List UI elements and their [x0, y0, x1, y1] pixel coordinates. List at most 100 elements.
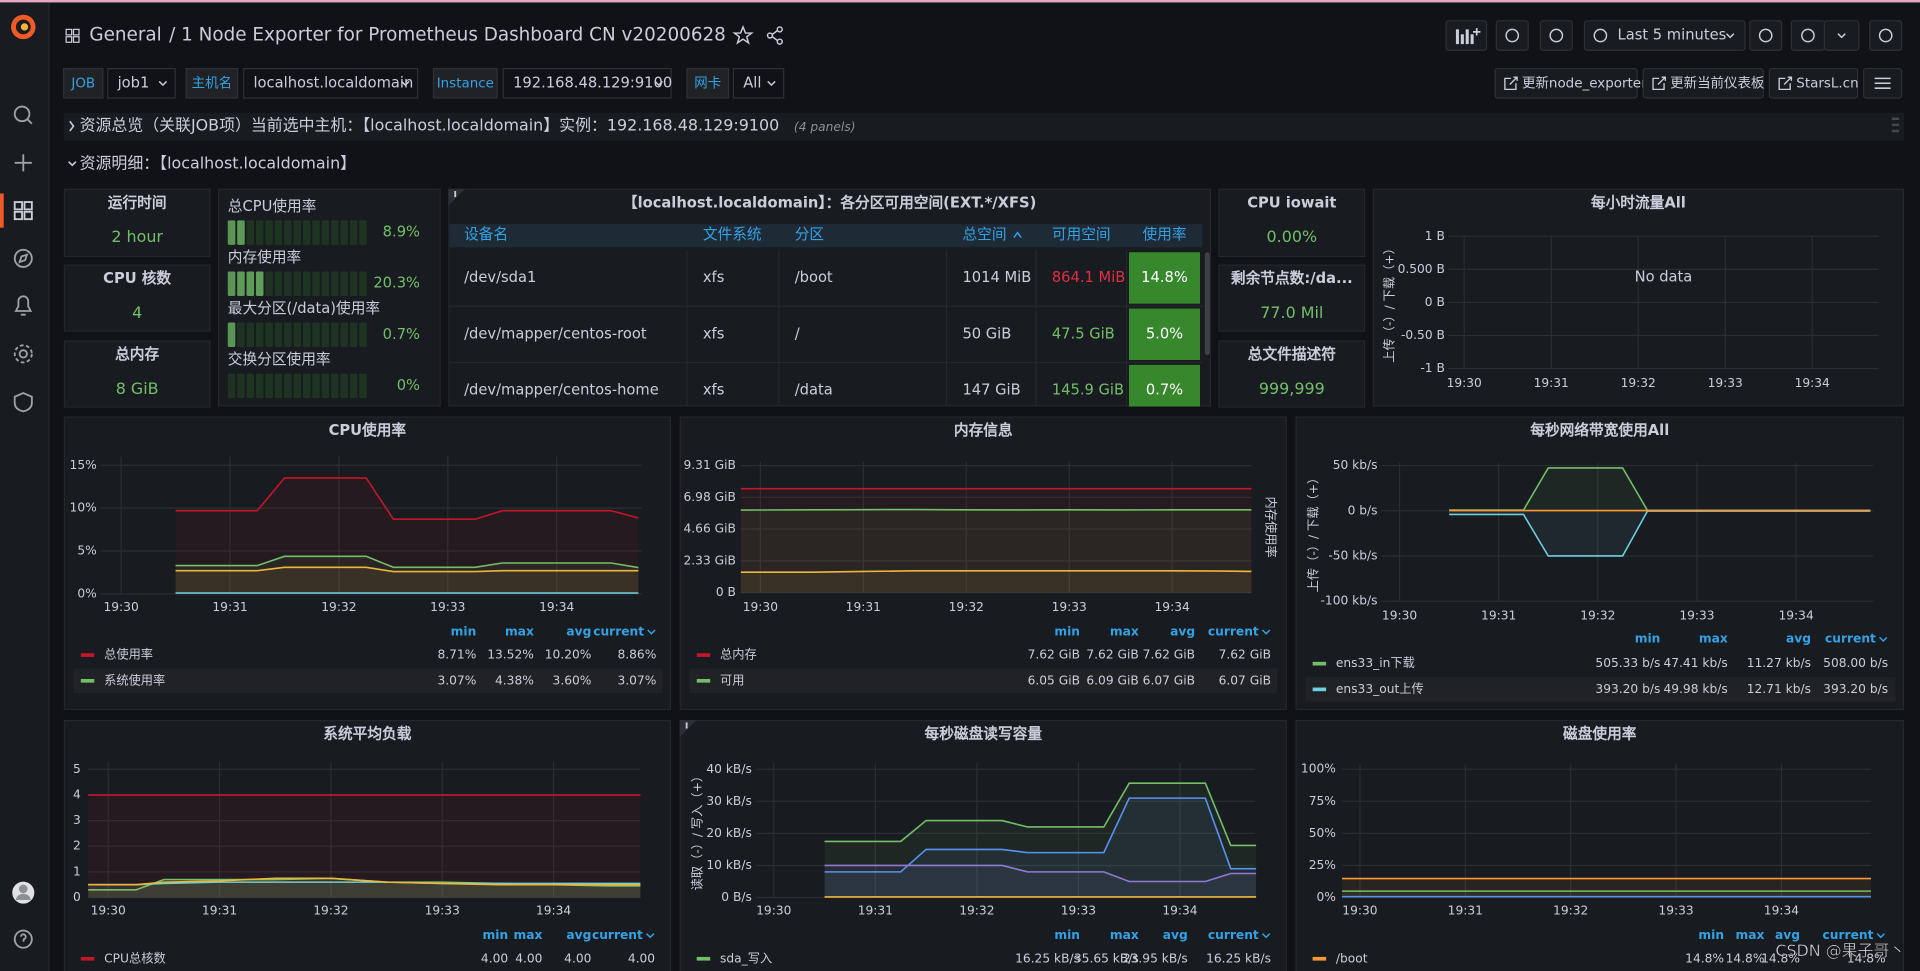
legend-column-header[interactable]: current [1825, 632, 1876, 646]
column-header[interactable]: 设备名 [464, 226, 508, 243]
tv-mode-button[interactable] [1869, 20, 1903, 51]
dashboard-link[interactable]: 更新node_exporter [1494, 67, 1647, 99]
search-icon[interactable] [13, 105, 33, 125]
chart-panel: 每秒网络带宽使用All -100 kb/s -50 kb/s 0 b/s 50 kb/s… [1295, 416, 1905, 711]
row-title: 资源明细：【localhost.localdomain】 [80, 154, 356, 173]
column-header[interactable]: 分区 [795, 226, 824, 243]
x-tick-label: 19:30 [1447, 376, 1482, 390]
legend-name[interactable]: ens33_in下载 [1336, 656, 1415, 670]
x-tick-label: 19:34 [1155, 600, 1190, 614]
column-header[interactable]: 使用率 [1142, 226, 1186, 243]
series-line [824, 782, 1257, 847]
table-cell: 1014 MiB [962, 269, 1031, 286]
legend-name[interactable]: sda_写入 [720, 951, 772, 965]
legend-name[interactable]: ens33_out上传 [1336, 681, 1424, 696]
legend-column-header[interactable]: max [1110, 624, 1139, 638]
legend-column-header[interactable]: current [1208, 624, 1259, 638]
time-picker[interactable]: Last 5 minutes [1583, 20, 1746, 51]
legend-name[interactable]: 系统使用率 [104, 672, 165, 687]
legend-column-header[interactable]: current [1823, 928, 1874, 942]
refresh-button[interactable] [1790, 20, 1826, 51]
user-avatar[interactable] [12, 881, 35, 904]
legend-column-header[interactable]: min [1635, 632, 1661, 646]
config-icon[interactable] [13, 344, 33, 364]
table-cell: /data [795, 382, 833, 399]
series-line [740, 508, 1252, 511]
series-area [175, 556, 639, 594]
gauge-label: 最大分区(/data)使用率 [228, 300, 380, 317]
row-header[interactable]: 资源明细：【localhost.localdomain】 [68, 154, 357, 173]
legend-stat: 3.07% [437, 673, 476, 687]
settings-button[interactable] [1539, 20, 1573, 51]
legend-column-header[interactable]: current [592, 928, 643, 942]
links-menu-button[interactable] [1863, 67, 1903, 99]
legend-column-header[interactable]: max [1736, 928, 1765, 942]
x-tick-label: 19:32 [1621, 376, 1656, 390]
x-tick-label: 19:33 [1052, 600, 1087, 614]
row-header[interactable]: 资源总览（关联JOB项）当前选中主机：【localhost.localdomai… [63, 112, 1905, 141]
help-icon[interactable] [13, 929, 33, 949]
legend-column-header[interactable]: min [1698, 928, 1724, 942]
admin-icon[interactable] [13, 392, 33, 413]
legend-name[interactable]: 总内存 [720, 648, 757, 662]
alerting-icon[interactable] [14, 295, 33, 316]
info-corner [448, 188, 466, 206]
refresh-interval-button[interactable] [1823, 20, 1860, 51]
legend-column-header[interactable]: max [1699, 632, 1728, 646]
gauge-cell [274, 271, 283, 296]
button-bg [1869, 20, 1903, 51]
column-header[interactable]: 可用空间 [1052, 226, 1111, 243]
legend-column-header[interactable]: avg [566, 928, 591, 942]
legend-column-header[interactable]: avg [1775, 928, 1800, 942]
stat-panel: 总内存 8 GiB [63, 340, 211, 408]
legend-column-header[interactable]: avg [1786, 632, 1811, 646]
x-tick-label: 19:32 [1580, 608, 1615, 622]
legend-name[interactable]: /boot [1336, 951, 1368, 965]
explore-icon[interactable] [13, 248, 33, 268]
breadcrumb-root[interactable]: General [89, 25, 161, 46]
legend-name[interactable]: CPU总核数 [104, 950, 166, 965]
column-header[interactable]: 文件系统 [703, 226, 762, 243]
legend-column-header[interactable]: avg [1170, 624, 1195, 638]
series-area [88, 794, 641, 898]
legend-column-header[interactable]: max [514, 928, 543, 942]
column-header[interactable]: 总空间 [962, 226, 1006, 243]
legend-name[interactable]: 总使用率 [104, 647, 153, 662]
legend-column-header[interactable]: min [1054, 928, 1080, 942]
variable-select[interactable]: All [732, 67, 785, 99]
gauge-cell [359, 271, 367, 296]
gauge-cell [349, 373, 358, 399]
legend-column-header[interactable]: max [1110, 928, 1139, 942]
share-icon[interactable] [766, 26, 783, 45]
save-button[interactable] [1495, 20, 1529, 51]
legend-column-header[interactable]: min [483, 928, 509, 942]
variable-select[interactable]: localhost.localdomain [243, 67, 419, 99]
icon-bar [1470, 34, 1474, 45]
series-area [1342, 878, 1872, 898]
grafana-logo[interactable] [11, 14, 36, 40]
panel-title: 内存信息 [954, 421, 1013, 439]
legend-column-header[interactable]: min [1054, 624, 1080, 638]
add-panel-button[interactable] [1445, 20, 1488, 51]
dashboard-link[interactable]: StarsL.cn [1768, 67, 1859, 99]
chart-panel: 系统平均负载 0 1 2 3 4 5 19:30 19:31 19:32 19:33 19:34 min… [63, 719, 672, 971]
variable-select[interactable]: job1 [107, 67, 176, 99]
zoom-out-button[interactable] [1749, 20, 1783, 51]
variable-select[interactable]: 192.168.48.129:9100 [502, 67, 672, 99]
legend-name[interactable]: 可用 [720, 673, 744, 687]
y-tick-label: 0% [1316, 890, 1335, 904]
legend-column-header[interactable]: avg [566, 624, 591, 638]
legend-column-header[interactable]: max [505, 624, 534, 638]
table-header-bg [449, 224, 1203, 248]
legend-stat: 8.71% [437, 648, 476, 662]
stat-panel: 总文件描述符 999,999 [1218, 340, 1366, 408]
legend-column-header[interactable]: min [451, 624, 477, 638]
legend-column-header[interactable]: current [1208, 928, 1259, 942]
dashboard-link[interactable]: 更新当前仪表板 [1642, 67, 1764, 99]
create-icon[interactable] [14, 154, 32, 172]
chevron-icon [1261, 629, 1271, 635]
dashboards-icon[interactable] [13, 201, 33, 221]
star-icon[interactable] [732, 24, 754, 45]
legend-column-header[interactable]: current [593, 624, 644, 638]
legend-column-header[interactable]: avg [1163, 928, 1188, 942]
